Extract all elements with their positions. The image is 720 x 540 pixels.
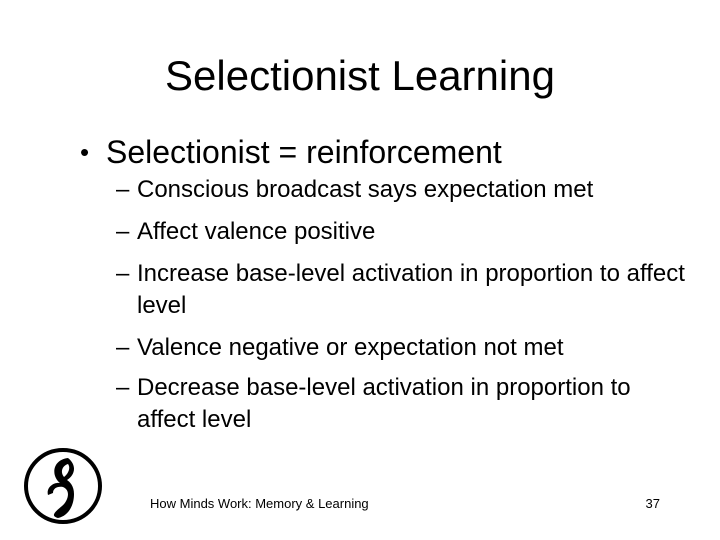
sub-bullet-text: Decrease base-level activation in propor… <box>137 374 631 433</box>
sub-bullet-marker: – <box>116 176 130 203</box>
sub-bullet-item: – Affect valence positive <box>116 216 686 248</box>
footer-text: How Minds Work: Memory & Learning <box>150 496 369 511</box>
bullet-marker: • <box>80 137 90 167</box>
sub-bullet-text: Conscious broadcast says expectation met <box>137 176 594 203</box>
bullet-text: Selectionist = reinforcement <box>106 134 502 170</box>
slide-title: Selectionist Learning <box>165 52 555 99</box>
sub-bullet-text: Affect valence positive <box>137 218 376 245</box>
sub-bullet-marker: – <box>116 218 130 245</box>
sub-bullet-marker: – <box>116 374 130 401</box>
sub-bullet-item: – Conscious broadcast says expectation m… <box>116 174 686 206</box>
sub-bullet-marker: – <box>116 334 130 361</box>
sub-bullet-text: Valence negative or expectation not met <box>137 334 564 361</box>
page-number: 37 <box>645 496 660 511</box>
sub-bullet-item: – Valence negative or expectation not me… <box>116 332 686 364</box>
sub-bullet-item: – Increase base-level activation in prop… <box>116 258 686 322</box>
university-seal-logo-icon <box>24 448 102 524</box>
sub-bullet-marker: – <box>116 260 130 287</box>
sub-bullet-item: – Decrease base-level activation in prop… <box>116 372 686 436</box>
sub-bullet-text: Increase base-level activation in propor… <box>137 260 685 319</box>
